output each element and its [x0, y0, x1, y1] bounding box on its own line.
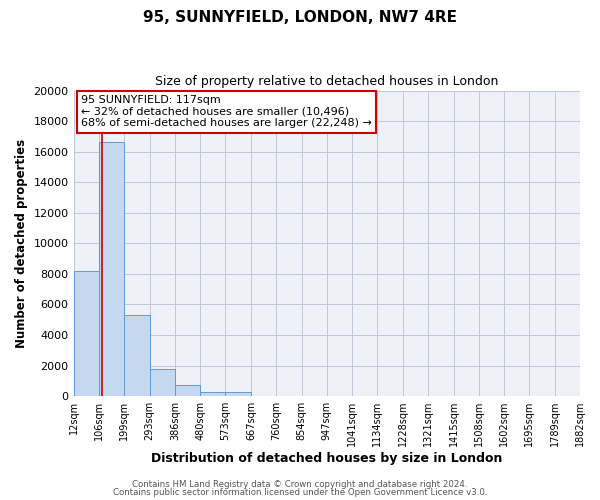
- X-axis label: Distribution of detached houses by size in London: Distribution of detached houses by size …: [151, 452, 502, 465]
- Bar: [226, 392, 251, 396]
- Bar: [149, 368, 175, 396]
- Bar: [175, 384, 200, 396]
- Text: Contains public sector information licensed under the Open Government Licence v3: Contains public sector information licen…: [113, 488, 487, 497]
- Text: Contains HM Land Registry data © Crown copyright and database right 2024.: Contains HM Land Registry data © Crown c…: [132, 480, 468, 489]
- Bar: [124, 315, 149, 396]
- Text: 95, SUNNYFIELD, LONDON, NW7 4RE: 95, SUNNYFIELD, LONDON, NW7 4RE: [143, 10, 457, 25]
- Y-axis label: Number of detached properties: Number of detached properties: [15, 139, 28, 348]
- Bar: [200, 392, 226, 396]
- Bar: [74, 271, 99, 396]
- Text: 95 SUNNYFIELD: 117sqm
← 32% of detached houses are smaller (10,496)
68% of semi-: 95 SUNNYFIELD: 117sqm ← 32% of detached …: [81, 95, 372, 128]
- Bar: [99, 142, 124, 396]
- Title: Size of property relative to detached houses in London: Size of property relative to detached ho…: [155, 75, 499, 88]
